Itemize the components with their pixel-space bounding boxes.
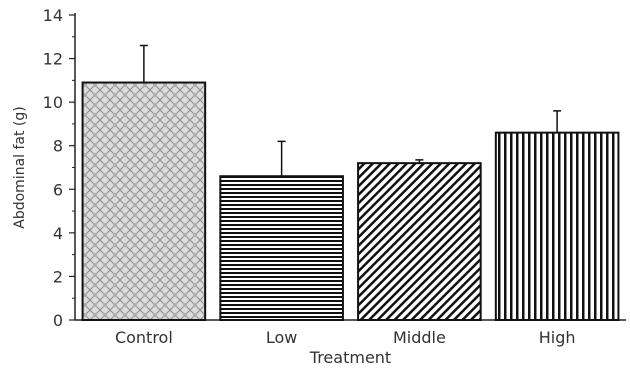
y-tick-label: 12: [43, 50, 63, 69]
y-tick-label: 0: [53, 311, 63, 330]
y-axis-title: Abdominal fat (g): [12, 106, 28, 229]
x-tick-label: High: [539, 328, 576, 347]
y-tick-label: 4: [53, 224, 63, 243]
bar-control: [81, 81, 207, 321]
bars-group: [81, 44, 620, 321]
x-tick-label: Middle: [393, 328, 446, 347]
y-tick-label: 14: [43, 6, 63, 25]
y-tick-label: 6: [53, 180, 63, 199]
y-tick-label: 10: [43, 93, 63, 112]
x-tick-label: Low: [266, 328, 298, 347]
y-tick-label: 2: [53, 267, 63, 286]
bar-high: [494, 131, 620, 321]
x-axis-title: Treatment: [309, 348, 391, 367]
y-tick-label: 8: [53, 137, 63, 156]
x-tick-label: Control: [115, 328, 173, 347]
bar-low: [219, 175, 344, 321]
y-ticks-group: 0 2 4 6 8 10 12 14: [43, 6, 75, 330]
bar-middle: [357, 162, 482, 321]
x-ticks-group: Control Low Middle High: [115, 328, 576, 347]
